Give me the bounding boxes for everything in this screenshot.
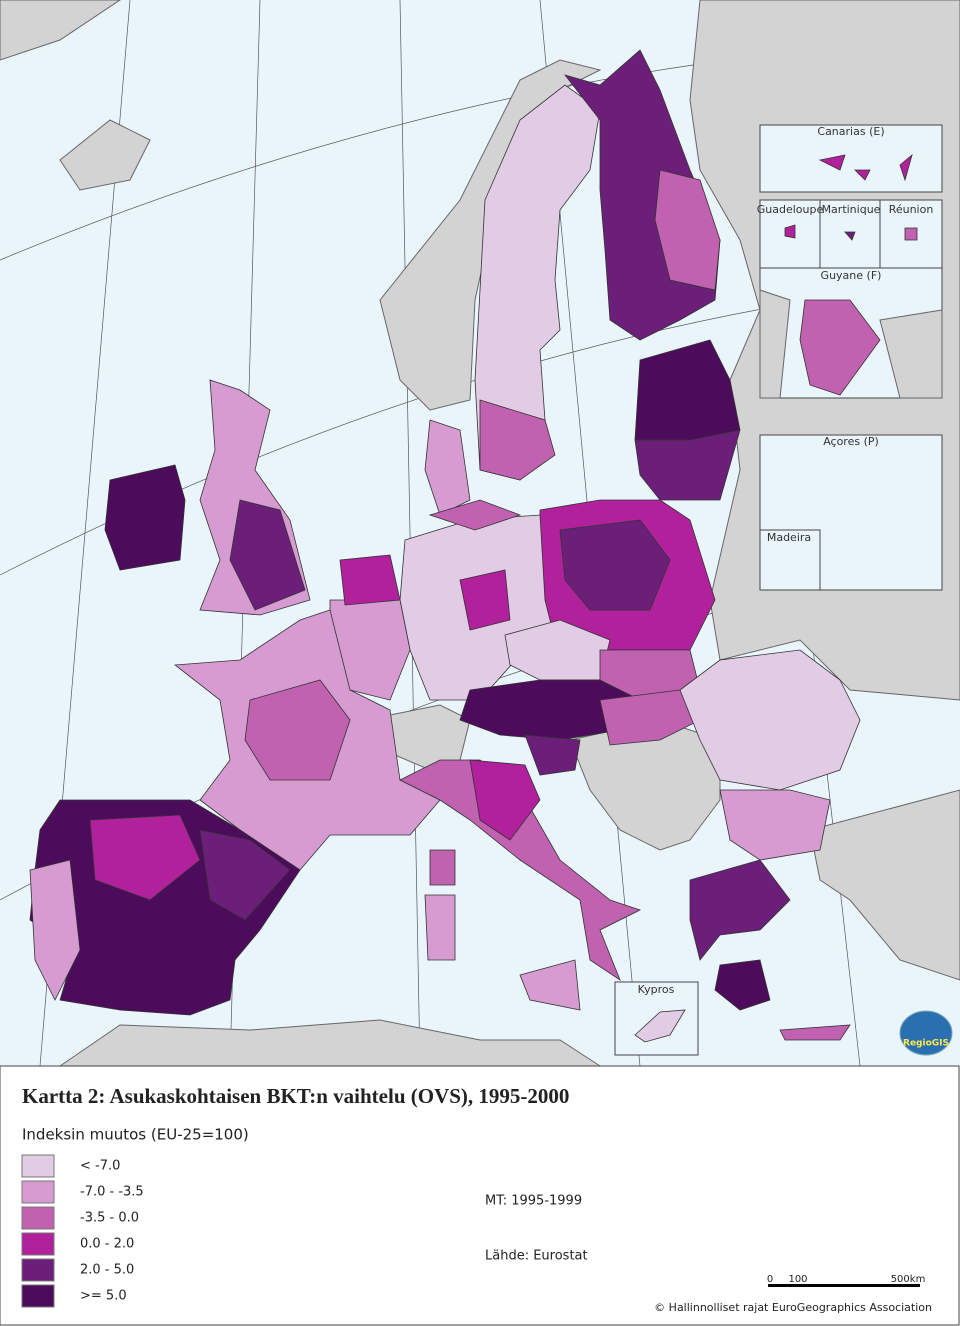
region (519, 959, 581, 1011)
region (428, 499, 522, 531)
inset-label: Canarias (E) (817, 125, 884, 138)
copyright: © Hallinnolliset rajat EuroGeographics A… (654, 1301, 932, 1314)
region (679, 649, 861, 791)
subtitle: Indeksin muutos (EU-25=100) (22, 1126, 249, 1144)
legend-label: 2.0 - 5.0 (80, 1263, 134, 1278)
inset-label: Réunion (889, 203, 934, 216)
region (784, 224, 796, 239)
scale-label: 500km (891, 1274, 926, 1285)
inset-label: Guadeloupe (757, 203, 824, 216)
note: Lähde: Eurostat (485, 1249, 588, 1264)
region (479, 399, 556, 481)
region (599, 689, 701, 746)
inset-label: Açores (P) (823, 435, 879, 448)
region (29, 859, 81, 1001)
land (759, 289, 791, 399)
region (339, 554, 401, 606)
legend-swatch (21, 1154, 55, 1178)
legend-swatch (21, 1232, 55, 1256)
region (714, 959, 771, 1011)
region (244, 679, 351, 781)
region (634, 1009, 686, 1043)
insets: Canarias (E) Guadeloupe Martinique Réuni… (614, 124, 953, 1056)
title: Kartta 2: Asukaskohtaisen BKT:n vaihtelu… (22, 1084, 569, 1108)
region (89, 814, 201, 901)
region (429, 849, 456, 886)
region (634, 429, 741, 501)
legend-label: -3.5 - 0.0 (80, 1211, 139, 1226)
legend-swatch (21, 1180, 55, 1204)
inset-label: Martinique (822, 203, 881, 216)
logo-text: RegioGIS (903, 1039, 949, 1049)
region (424, 894, 456, 961)
inset-box (759, 124, 943, 193)
note: MT: 1995-1999 (485, 1194, 582, 1209)
region (844, 231, 856, 241)
region (524, 734, 581, 776)
region (818, 153, 913, 182)
region (199, 829, 291, 921)
region (559, 519, 671, 611)
inset-box (759, 529, 821, 591)
legend-swatch (21, 1206, 55, 1230)
region (904, 227, 918, 241)
legend-label: 0.0 - 2.0 (80, 1237, 134, 1252)
region (469, 759, 541, 841)
region (474, 84, 601, 481)
legend-label: -7.0 - -3.5 (80, 1185, 144, 1200)
region (654, 169, 721, 291)
scale-label: 100 (788, 1274, 807, 1285)
scale-label: 0 (767, 1274, 773, 1285)
region (104, 464, 186, 571)
legend-label: < -7.0 (80, 1159, 120, 1174)
logo (899, 1010, 953, 1056)
legend: < -7.0 -7.0 - -3.5 -3.5 - 0.0 0.0 - 2.0 2.0 … (21, 1154, 144, 1308)
region (799, 299, 881, 396)
inset-label: Kypros (638, 983, 675, 996)
legend-panel (0, 1065, 960, 1326)
legend-swatch (21, 1258, 55, 1282)
region (229, 499, 306, 611)
scale-bar (768, 1284, 920, 1287)
inset-label: Guyane (F) (821, 269, 882, 282)
region (689, 859, 791, 961)
region (779, 1024, 851, 1041)
region (459, 569, 511, 631)
legend-label: >= 5.0 (80, 1289, 127, 1304)
land (879, 309, 943, 399)
legend-swatch (21, 1284, 55, 1308)
region (719, 789, 831, 861)
inset-label: Madeira (767, 531, 811, 544)
